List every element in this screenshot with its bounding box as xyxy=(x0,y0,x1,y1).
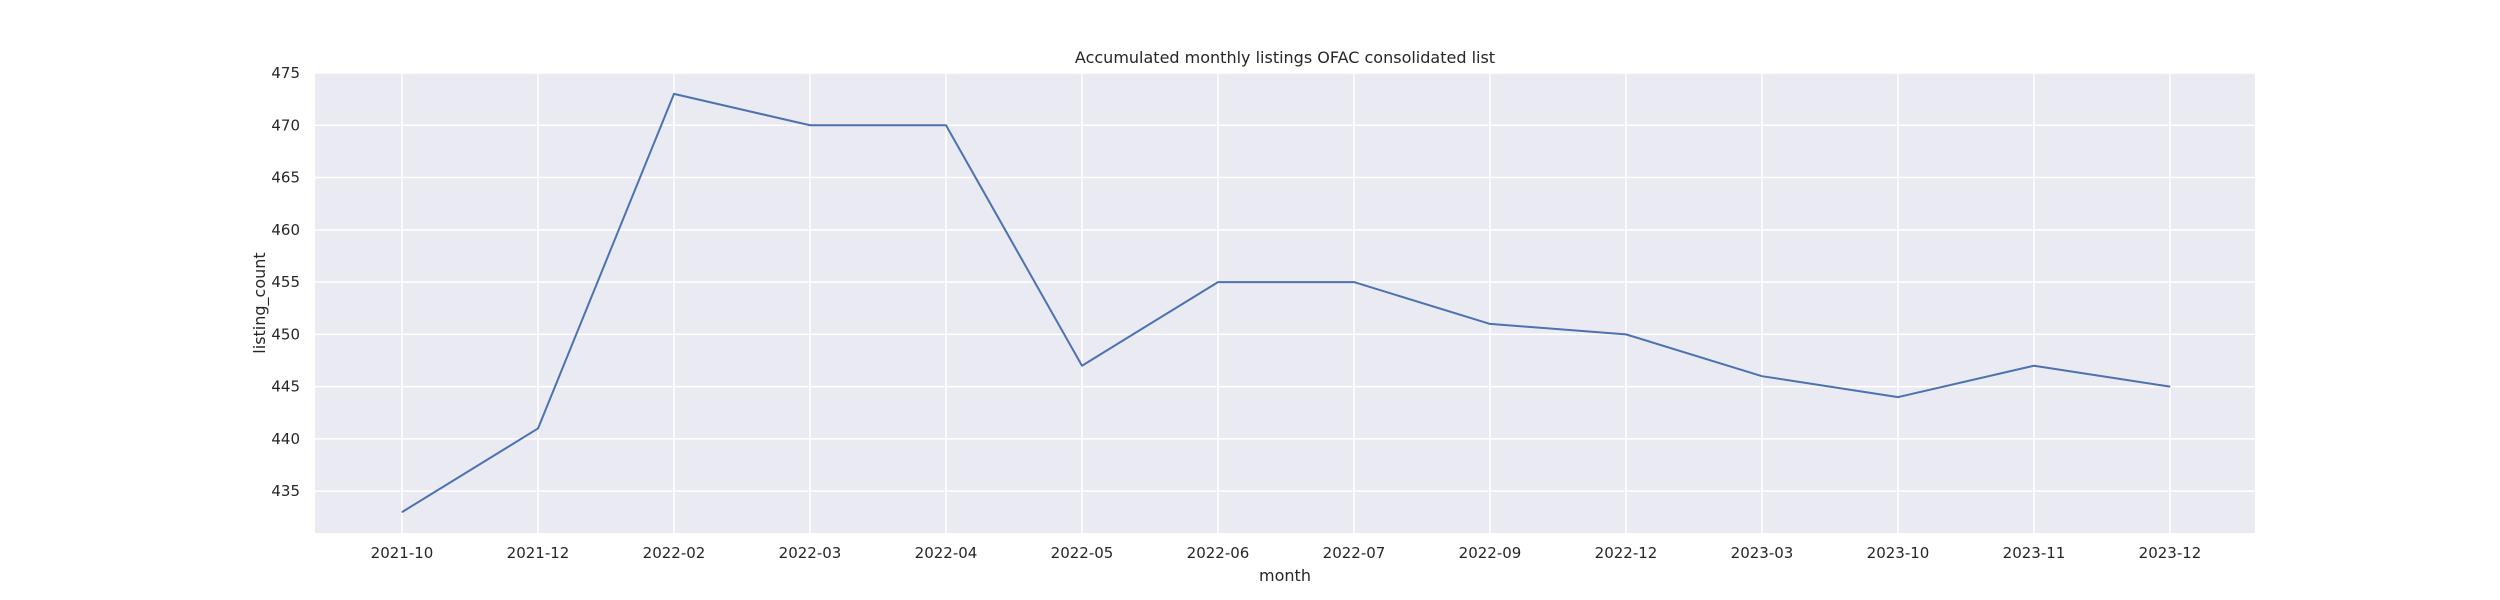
y-tick-label: 445 xyxy=(271,378,300,396)
data-point xyxy=(401,511,403,513)
x-tick-label: 2022-06 xyxy=(1187,544,1250,562)
y-tick-label: 460 xyxy=(271,221,300,239)
data-point xyxy=(1489,323,1491,325)
y-axis-label: listing_count xyxy=(250,252,270,353)
data-point xyxy=(1217,281,1219,283)
data-point xyxy=(673,93,675,95)
y-tick-label: 440 xyxy=(271,430,300,448)
x-tick-label: 2021-10 xyxy=(371,544,434,562)
x-tick-label: 2022-05 xyxy=(1051,544,1114,562)
y-tick-labels: 435 440 445 450 455 460 465 470 475 xyxy=(271,64,300,500)
data-point xyxy=(945,124,947,126)
x-axis-label: month xyxy=(1259,566,1311,585)
y-tick-label: 450 xyxy=(271,325,300,343)
x-tick-label: 2021-12 xyxy=(507,544,570,562)
x-tick-label: 2023-11 xyxy=(2003,544,2066,562)
y-tick-label: 435 xyxy=(271,482,300,500)
data-point xyxy=(1897,396,1899,398)
x-tick-label: 2022-02 xyxy=(643,544,706,562)
data-point xyxy=(2033,365,2035,367)
y-tick-label: 465 xyxy=(271,169,300,187)
chart-title: Accumulated monthly listings OFAC consol… xyxy=(1075,48,1495,67)
x-tick-label: 2022-12 xyxy=(1595,544,1658,562)
x-tick-label: 2023-03 xyxy=(1731,544,1794,562)
x-tick-labels: 2021-10 2021-12 2022-02 2022-03 2022-04 2022-… xyxy=(371,544,2202,562)
data-point xyxy=(809,124,811,126)
data-point xyxy=(1761,375,1763,377)
data-point xyxy=(1625,333,1627,335)
x-tick-label: 2022-04 xyxy=(915,544,978,562)
grid xyxy=(315,72,2255,533)
x-tick-label: 2022-09 xyxy=(1459,544,1522,562)
y-tick-label: 470 xyxy=(271,116,300,134)
data-point xyxy=(537,427,539,429)
plot-background xyxy=(315,73,2255,533)
series-layer xyxy=(401,92,2171,513)
data-point xyxy=(1081,365,1083,367)
x-tick-label: 2022-07 xyxy=(1323,544,1386,562)
data-point xyxy=(1353,281,1355,283)
data-point xyxy=(2169,386,2171,388)
x-tick-label: 2022-03 xyxy=(779,544,842,562)
y-tick-label: 475 xyxy=(271,64,300,82)
y-tick-label: 455 xyxy=(271,273,300,291)
series-line xyxy=(401,92,2171,513)
x-tick-label: 2023-10 xyxy=(1867,544,1930,562)
x-tick-label: 2023-12 xyxy=(2139,544,2202,562)
